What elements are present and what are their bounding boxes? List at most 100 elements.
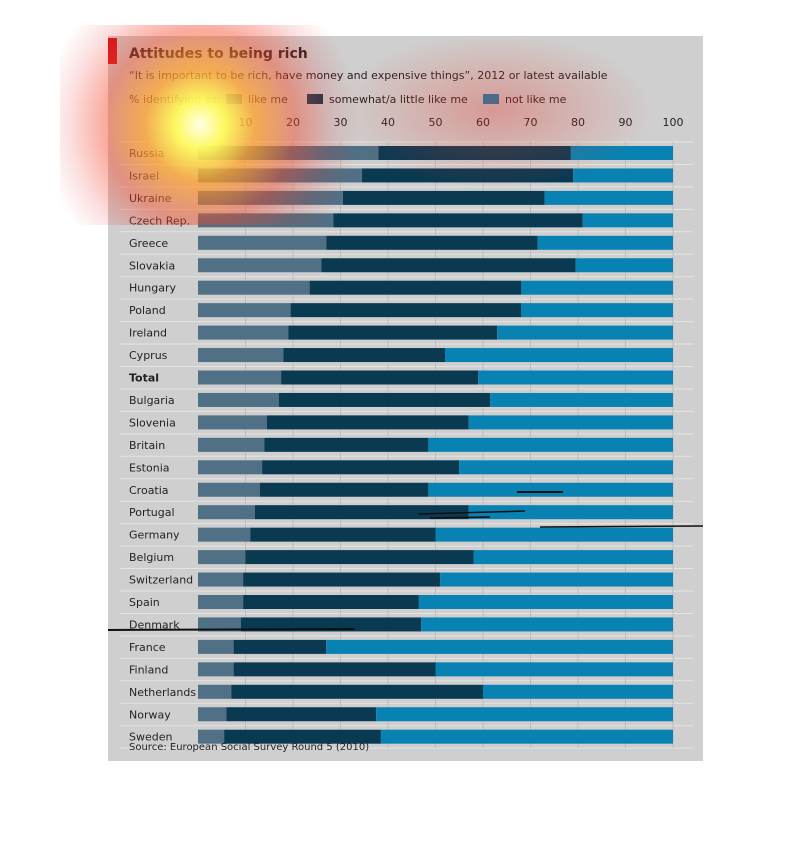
x-tick-label: 20 bbox=[286, 116, 300, 129]
bar-segment-not-like-me bbox=[459, 460, 673, 475]
bar-segment-like-me bbox=[198, 258, 322, 273]
category-label: Greece bbox=[129, 237, 168, 250]
x-tick-label: 100 bbox=[663, 116, 684, 129]
bar-segment-like-me bbox=[198, 460, 263, 475]
bar-segment-not-like-me bbox=[468, 415, 673, 430]
bar-segment-like-me bbox=[198, 550, 246, 565]
bar-segment-somewhat bbox=[321, 258, 576, 273]
bar-segment-like-me bbox=[198, 482, 260, 497]
bar-segment-somewhat bbox=[326, 235, 538, 250]
bar-segment-not-like-me bbox=[380, 729, 673, 744]
category-label: Total bbox=[129, 372, 159, 385]
legend-item-not-like-me: not like me bbox=[483, 93, 566, 106]
category-label: Bulgaria bbox=[129, 394, 175, 407]
x-tick-label: 60 bbox=[476, 116, 490, 129]
bar-segment-somewhat bbox=[342, 190, 545, 205]
bar-segment-not-like-me bbox=[478, 370, 673, 385]
category-label: Britain bbox=[129, 439, 165, 452]
category-label: Israel bbox=[129, 169, 159, 182]
category-label: Ireland bbox=[129, 327, 167, 340]
bar-segment-somewhat bbox=[262, 460, 460, 475]
annotation-stroke bbox=[417, 510, 526, 515]
x-tick-label: 80 bbox=[571, 116, 585, 129]
bar-segment-somewhat bbox=[333, 213, 583, 228]
legend-label-somewhat: somewhat/a little like me bbox=[329, 93, 468, 106]
bar-segment-like-me bbox=[198, 729, 225, 744]
bar-segment-not-like-me bbox=[428, 437, 673, 452]
category-label: Portugal bbox=[129, 506, 175, 519]
bar-segment-not-like-me bbox=[376, 707, 673, 722]
bar-segment-not-like-me bbox=[497, 325, 673, 340]
category-label: Slovenia bbox=[129, 416, 176, 429]
bar-segment-like-me bbox=[198, 392, 279, 407]
bar-segment-like-me bbox=[198, 168, 362, 183]
bar-segment-not-like-me bbox=[570, 146, 673, 160]
bar-segment-somewhat bbox=[288, 325, 498, 340]
bar-segment-somewhat bbox=[309, 280, 521, 295]
bar-segment-not-like-me bbox=[573, 168, 673, 183]
category-label: Cyprus bbox=[129, 349, 168, 362]
bar-segment-somewhat bbox=[245, 550, 474, 565]
bar-segment-like-me bbox=[198, 437, 265, 452]
bar-segment-like-me bbox=[198, 572, 244, 587]
category-label: Sweden bbox=[129, 731, 172, 744]
bar-segment-not-like-me bbox=[490, 392, 673, 407]
bar-segment-like-me bbox=[198, 235, 327, 250]
bar-segment-somewhat bbox=[255, 505, 469, 520]
bar-segment-like-me bbox=[198, 146, 379, 160]
x-tick-label: 30 bbox=[334, 116, 348, 129]
category-label: Czech Rep. bbox=[129, 214, 190, 227]
x-tick-label: 90 bbox=[619, 116, 633, 129]
bar-segment-somewhat bbox=[266, 415, 469, 430]
bar-segment-somewhat bbox=[226, 707, 377, 722]
annotation-stroke bbox=[429, 516, 491, 519]
bar-segment-somewhat bbox=[243, 595, 419, 609]
bar-segment-not-like-me bbox=[435, 662, 673, 677]
bar-segment-not-like-me bbox=[445, 348, 673, 363]
bar-segment-somewhat bbox=[290, 303, 521, 318]
bar-segment-like-me bbox=[198, 684, 232, 699]
category-label: Belgium bbox=[129, 551, 174, 564]
category-label: Slovakia bbox=[129, 259, 175, 272]
x-tick-label: 40 bbox=[381, 116, 395, 129]
bar-segment-like-me bbox=[198, 527, 251, 542]
bar-segment-somewhat bbox=[250, 527, 436, 542]
bar-segment-somewhat bbox=[243, 572, 441, 587]
bar-segment-somewhat bbox=[233, 662, 436, 677]
bar-segment-like-me bbox=[198, 280, 310, 295]
bar-segment-not-like-me bbox=[483, 684, 673, 699]
bar-segment-somewhat bbox=[278, 392, 491, 407]
bar-segment-not-like-me bbox=[575, 258, 673, 273]
bar-segment-not-like-me bbox=[537, 235, 673, 250]
category-label: Ukraine bbox=[129, 192, 172, 205]
bar-segment-not-like-me bbox=[440, 572, 673, 587]
bar-segment-not-like-me bbox=[418, 595, 673, 609]
annotation-stroke bbox=[107, 628, 356, 631]
bar-segment-somewhat bbox=[264, 437, 429, 452]
bar-segment-like-me bbox=[198, 348, 284, 363]
bar-segment-like-me bbox=[198, 595, 244, 609]
category-label: France bbox=[129, 641, 166, 654]
category-label: Netherlands bbox=[129, 686, 196, 699]
category-label: Estonia bbox=[129, 461, 170, 474]
bar-segment-not-like-me bbox=[428, 482, 673, 497]
bar-segment-somewhat bbox=[224, 729, 381, 744]
bar-segment-somewhat bbox=[231, 684, 483, 699]
bar-segment-like-me bbox=[198, 303, 291, 318]
annotation-stroke bbox=[539, 525, 704, 528]
bar-segment-like-me bbox=[198, 639, 234, 654]
bar-segment-not-like-me bbox=[582, 213, 673, 228]
bar-segment-somewhat bbox=[378, 146, 571, 160]
x-tick-label: 10 bbox=[239, 116, 253, 129]
bar-segment-like-me bbox=[198, 662, 234, 677]
bar-segment-somewhat bbox=[240, 617, 422, 632]
bar-segment-like-me bbox=[198, 370, 282, 385]
bar-segment-not-like-me bbox=[468, 505, 673, 520]
bar-segment-not-like-me bbox=[435, 527, 673, 542]
x-tick-label: 70 bbox=[524, 116, 538, 129]
bar-segment-not-like-me bbox=[473, 550, 673, 565]
bar-segment-not-like-me bbox=[521, 280, 673, 295]
bar-segment-not-like-me bbox=[326, 639, 673, 654]
category-label: Hungary bbox=[129, 282, 176, 295]
